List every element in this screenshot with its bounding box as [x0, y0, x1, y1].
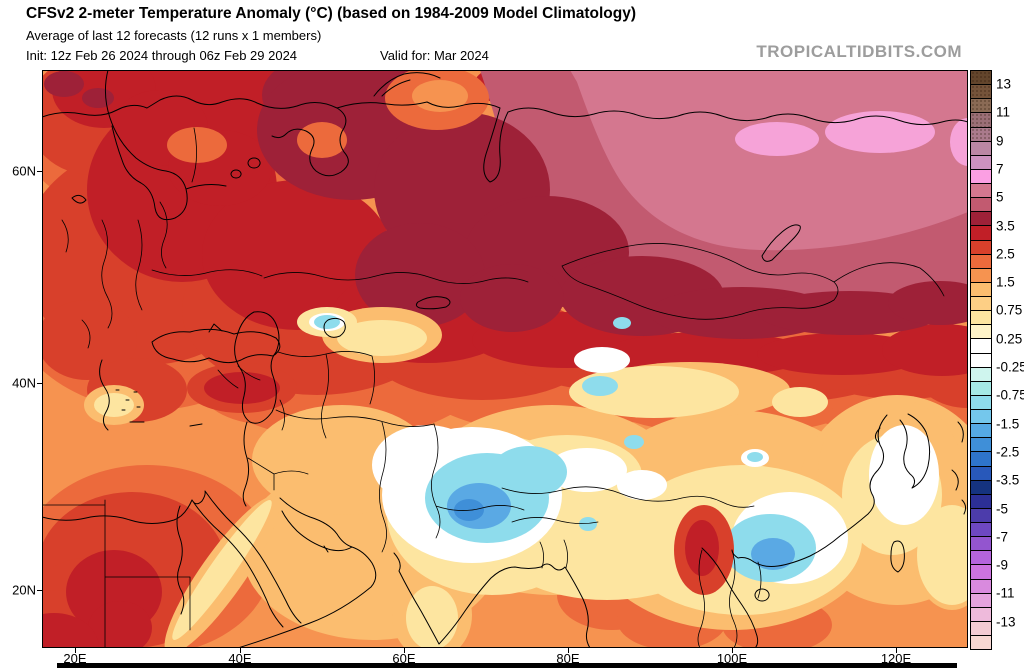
colorbar-tick-label: 13	[996, 76, 1012, 92]
colorbar-tick-label: 5	[996, 189, 1004, 205]
map-border	[42, 70, 968, 648]
init-time-label: Init: 12z Feb 26 2024 through 06z Feb 29…	[26, 48, 298, 63]
coastlines	[42, 70, 968, 648]
colorbar-segment	[971, 493, 991, 508]
colorbar-segment	[971, 479, 991, 494]
colorbar-segment	[971, 522, 991, 537]
colorbar-segment	[971, 606, 991, 621]
colorbar-tick-label: 0.75	[996, 302, 1023, 318]
lat-tick	[37, 383, 42, 384]
colorbar-tick-label: 9	[996, 133, 1004, 149]
lat-tick	[37, 171, 42, 172]
colorbar-segment	[971, 423, 991, 438]
colorbar-segment	[971, 71, 991, 85]
colorbar-segment	[971, 253, 991, 268]
colorbar-segment	[971, 564, 991, 579]
colorbar-segment	[971, 394, 991, 409]
colorbar-segment	[971, 451, 991, 466]
lat-tick	[37, 590, 42, 591]
colorbar-segment	[971, 211, 991, 226]
colorbar-segment	[971, 380, 991, 395]
colorbar-segment	[971, 620, 991, 635]
lon-tick-label: 60E	[392, 651, 416, 666]
warm-pockets	[167, 70, 489, 163]
lat-tick-label: 60N	[12, 163, 36, 179]
anomaly-map	[42, 70, 968, 648]
colorbar-segment	[971, 84, 991, 99]
watermark: TROPICALTIDBITS.COM	[756, 42, 962, 61]
colorbar-tick-label: -9	[996, 557, 1009, 573]
colorbar-tick-label: -1.5	[996, 416, 1020, 432]
colorbar-segment	[971, 550, 991, 565]
colorbar-segment	[971, 352, 991, 367]
colorbar-segment	[971, 239, 991, 254]
product-subtitle: Average of last 12 forecasts (12 runs x …	[26, 28, 322, 43]
bottom-strip	[57, 663, 957, 668]
colorbar-segment	[971, 324, 991, 339]
valid-time-label: Valid for: Mar 2024	[380, 48, 489, 63]
colorbar-tick-label: -13	[996, 614, 1016, 630]
colorbar-tick-label: 1.5	[996, 274, 1015, 290]
lat-tick-label: 20N	[12, 582, 36, 598]
colorbar-segment	[971, 267, 991, 282]
lon-tick	[75, 648, 76, 653]
colorbar-segment	[971, 578, 991, 593]
colorbar-segment	[971, 409, 991, 424]
colorbar-tick-label: -7	[996, 529, 1009, 545]
colorbar-segment	[971, 112, 991, 127]
colorbar-tick-label: -0.75	[996, 387, 1024, 403]
lon-tick-label: 20E	[63, 651, 87, 666]
lon-tick-label: 120E	[880, 651, 912, 666]
anomaly-band-6to7	[735, 111, 968, 166]
colorbar-segment	[971, 183, 991, 198]
lon-tick-label: 40E	[228, 651, 252, 666]
lon-tick	[896, 648, 897, 653]
colorbar-segment	[971, 437, 991, 452]
lon-tick	[568, 648, 569, 653]
colorbar-segment	[971, 140, 991, 155]
colorbar-segment	[971, 310, 991, 325]
colorbar-tick-label: -3.5	[996, 472, 1020, 488]
lon-tick	[732, 648, 733, 653]
colorbar-tick-label: -2.5	[996, 444, 1020, 460]
colorbar-segment	[971, 281, 991, 296]
colorbar-tick-label: 7	[996, 161, 1004, 177]
colorbar-tick-label: 3.5	[996, 218, 1015, 234]
colorbar-segment	[971, 366, 991, 381]
colorbar-segment	[971, 536, 991, 551]
colorbar-segment	[971, 98, 991, 113]
colorbar-tick-label: 2.5	[996, 246, 1015, 262]
colorbar-tick-label: -0.25	[996, 359, 1024, 375]
lon-tick	[404, 648, 405, 653]
colorbar-segment	[971, 225, 991, 240]
colorbar-segment	[971, 592, 991, 607]
colorbar-segment	[971, 338, 991, 353]
lat-tick-label: 40N	[12, 375, 36, 391]
map-canvas	[42, 70, 968, 648]
colorbar-tick-label: -5	[996, 501, 1009, 517]
product-title: CFSv2 2-meter Temperature Anomaly (°C) (…	[26, 5, 636, 22]
lon-tick-label: 100E	[716, 651, 748, 666]
colorbar-segment	[971, 465, 991, 480]
colorbar-segment	[971, 168, 991, 183]
colorbar-segment	[971, 154, 991, 169]
lon-tick	[240, 648, 241, 653]
colorbar-tick-label: -11	[996, 585, 1015, 601]
country-borders	[42, 127, 945, 648]
colorbar-segment	[971, 635, 991, 650]
colorbar-segment	[971, 197, 991, 212]
colorbar-segment	[971, 126, 991, 141]
colorbar-tick-label: 0.25	[996, 331, 1023, 347]
colorbar-segment	[971, 296, 991, 311]
colorbar-segment	[971, 507, 991, 522]
lon-tick-label: 80E	[556, 651, 580, 666]
colorbar-tick-label: 11	[996, 104, 1011, 120]
colorbar	[970, 70, 992, 650]
